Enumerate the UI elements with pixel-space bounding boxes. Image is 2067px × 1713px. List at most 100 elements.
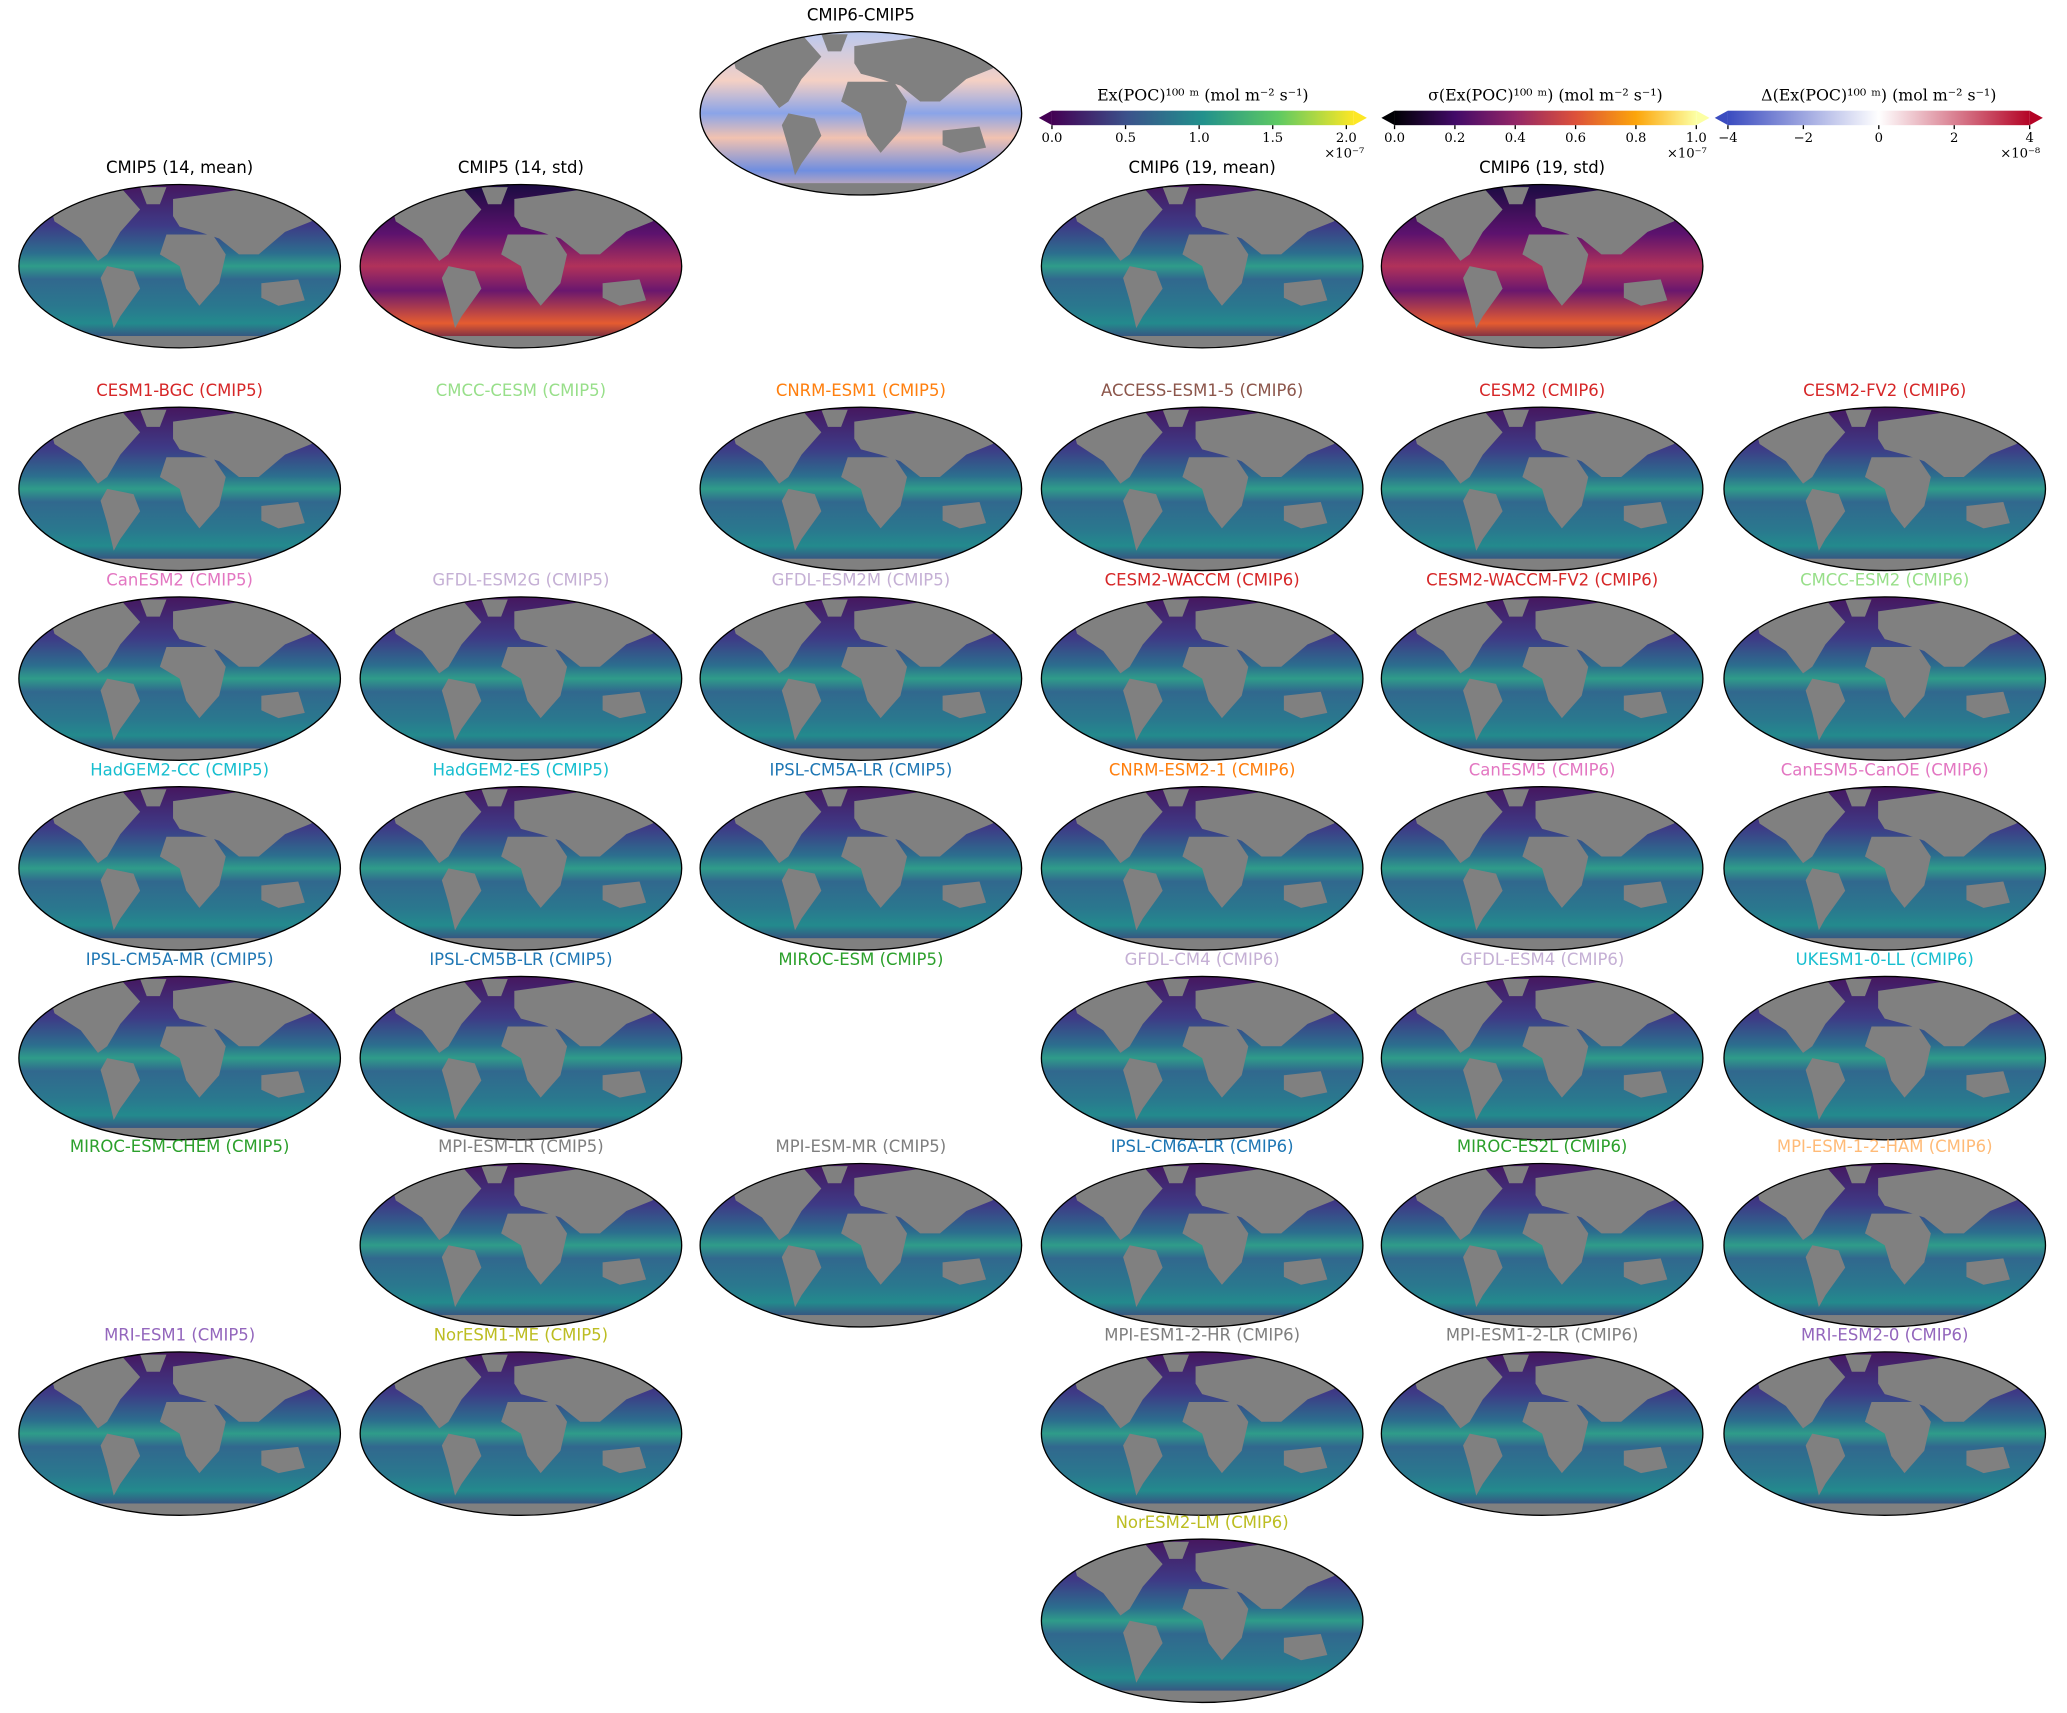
- colorbar-tick-label: 1.5: [1262, 131, 1283, 146]
- panel-title: CESM2 (CMIP6): [1479, 381, 1605, 400]
- panel-title: HadGEM2-ES (CMIP5): [433, 760, 610, 779]
- map-outline: [699, 786, 1023, 951]
- colorbar-tick-label: 0.0: [1384, 131, 1405, 146]
- map-outline: [1380, 596, 1704, 761]
- colorbar-offset: ×10⁻⁸: [2000, 147, 2040, 162]
- colorbar-tick-label: 4: [2025, 131, 2033, 146]
- colorbar-tick-label: 1.0: [1686, 131, 1707, 146]
- map-body: [18, 786, 341, 951]
- map: [359, 1351, 683, 1517]
- colorbar-tick-label: 0.0: [1041, 131, 1062, 146]
- colorbar-label: σ(Ex(POC)¹⁰⁰ ᵐ) (mol m⁻² s⁻¹): [1428, 86, 1663, 105]
- map: [1380, 786, 1704, 951]
- map-outline: [1380, 786, 1704, 951]
- map: [699, 786, 1023, 951]
- map-outline: [18, 406, 342, 572]
- colorbar-extend: [2029, 110, 2043, 126]
- map-body: [1041, 1163, 1363, 1327]
- map: [1380, 975, 1704, 1141]
- map: [359, 786, 683, 951]
- map: [1040, 1162, 1364, 1328]
- map-outline: [18, 1351, 342, 1517]
- map-outline: [1380, 183, 1704, 349]
- map-outline: [1723, 596, 2047, 761]
- colorbar-extend: [1714, 110, 1728, 126]
- map-outline: [359, 975, 683, 1141]
- panel-title: MIROC-ESM (CMIP5): [778, 950, 943, 969]
- panel-title: MPI-ESM-1-2-HAM (CMIP6): [1777, 1137, 1993, 1156]
- map-outline: [359, 1351, 683, 1517]
- map: [699, 406, 1023, 572]
- map-outline: [1380, 1162, 1704, 1328]
- map-body: [360, 184, 682, 348]
- map: [699, 30, 1023, 196]
- map-outline: [1380, 1351, 1704, 1517]
- panel-title: CESM2-WACCM (CMIP6): [1105, 571, 1300, 590]
- panel-title: CNRM-ESM2-1 (CMIP6): [1109, 760, 1295, 779]
- map-body: [18, 596, 341, 761]
- panel-title: GFDL-ESM4 (CMIP6): [1460, 950, 1624, 969]
- colorbar-extend: [1353, 110, 1367, 126]
- map-body: [1041, 1351, 1363, 1516]
- map: [1723, 596, 2047, 761]
- panel-title: CMCC-ESM2 (CMIP6): [1800, 571, 1969, 590]
- map-outline: [18, 975, 342, 1141]
- panel-title: NorESM2-LM (CMIP6): [1116, 1513, 1289, 1532]
- map-outline: [1040, 975, 1364, 1141]
- map: [1040, 1351, 1364, 1517]
- panel-title: UKESM1-0-LL (CMIP6): [1796, 950, 1974, 969]
- map-body: [1041, 1539, 1363, 1703]
- map: [18, 406, 342, 572]
- panel-title: CanESM5-CanOE (CMIP6): [1781, 760, 1989, 779]
- map-outline: [1040, 1351, 1364, 1517]
- map-body: [360, 1351, 682, 1516]
- map-body: [360, 976, 682, 1140]
- colorbar-tick-label: 0.8: [1625, 131, 1646, 146]
- map-body: [1381, 786, 1703, 951]
- map-outline: [359, 786, 683, 951]
- panel-title: GFDL-CM4 (CMIP6): [1125, 950, 1280, 969]
- panel-title: CMCC-CESM (CMIP5): [436, 381, 606, 400]
- panel-title: IPSL-CM6A-LR (CMIP6): [1111, 1137, 1294, 1156]
- map-outline: [359, 1162, 683, 1328]
- colorbar-label: Ex(POC)¹⁰⁰ ᵐ (mol m⁻² s⁻¹): [1097, 86, 1308, 105]
- panel-title: HadGEM2-CC (CMIP5): [90, 760, 269, 779]
- map-body: [18, 976, 341, 1140]
- panel-title: CMIP5 (14, std): [458, 158, 584, 177]
- map: [359, 596, 683, 761]
- map: [1723, 786, 2047, 951]
- map-outline: [1040, 596, 1364, 761]
- map: [1380, 1162, 1704, 1328]
- map-outline: [18, 596, 342, 761]
- colorbar: [1727, 110, 2030, 126]
- map-outline: [1040, 183, 1364, 349]
- map-outline: [1040, 1538, 1364, 1704]
- panel-title: CMIP6-CMIP5: [807, 5, 915, 24]
- map-outline: [359, 183, 683, 349]
- map: [1723, 1162, 2047, 1328]
- map: [1723, 406, 2047, 572]
- map-body: [1723, 1351, 2046, 1516]
- map-body: [1723, 976, 2046, 1140]
- map-outline: [1723, 406, 2047, 572]
- map-outline: [699, 596, 1023, 761]
- map: [18, 975, 342, 1141]
- colorbar-tick-label: 1.0: [1189, 131, 1210, 146]
- map: [1040, 406, 1364, 572]
- map-outline: [18, 786, 342, 951]
- map-body: [1723, 407, 2046, 571]
- colorbar-tick-label: −2: [1794, 131, 1813, 146]
- map-body: [1381, 976, 1703, 1140]
- panel-title: MPI-ESM1-2-LR (CMIP6): [1446, 1326, 1639, 1345]
- map: [18, 786, 342, 951]
- panel-title: MPI-ESM-MR (CMIP5): [776, 1137, 947, 1156]
- map: [699, 596, 1023, 761]
- colorbar-extend: [1381, 110, 1395, 126]
- map-body: [1381, 407, 1703, 571]
- map-body: [1381, 1163, 1703, 1327]
- map: [1380, 406, 1704, 572]
- map-body: [700, 786, 1022, 951]
- map-outline: [699, 30, 1023, 196]
